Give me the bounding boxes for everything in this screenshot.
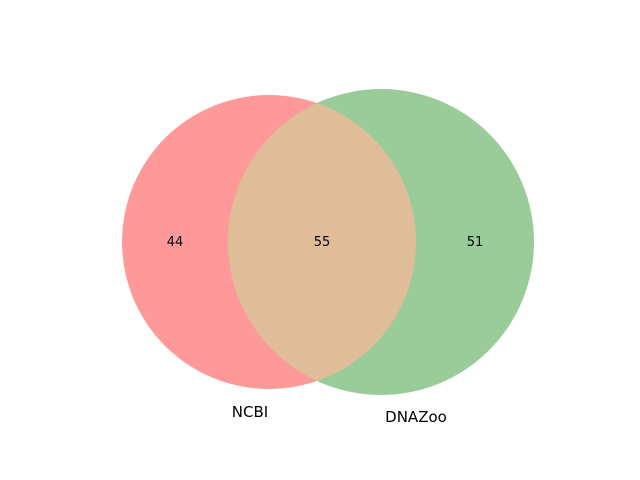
ncbi-label: NCBI [232,403,268,421]
intersection-region [228,95,416,389]
ncbi-only-count: 44 [167,235,184,250]
dnazoo-label: DNAZoo [385,408,447,426]
intersection-count: 55 [314,235,331,250]
dnazoo-only-count: 51 [467,235,484,250]
